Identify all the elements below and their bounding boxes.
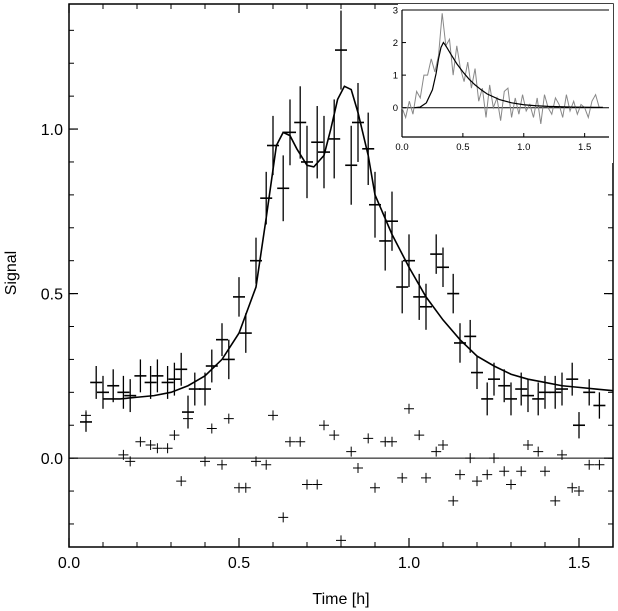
residual-point (81, 410, 91, 421)
x-tick-label: 1.5 (568, 555, 590, 572)
residual-point (152, 443, 163, 454)
residual-point (200, 456, 210, 467)
residual-point (223, 413, 234, 424)
residual-point (414, 430, 425, 441)
residual-point (499, 466, 510, 477)
residual-point (118, 449, 129, 460)
residual-point (523, 439, 533, 450)
residual-point (206, 423, 217, 434)
residual-point (176, 476, 187, 487)
y-tick-label: 0.0 (41, 451, 63, 468)
residual-point (574, 486, 584, 497)
residual-point (145, 439, 156, 450)
inset-x-tick-label: 0.5 (456, 142, 469, 153)
residual-point (472, 476, 482, 487)
residual-point (387, 436, 397, 447)
residual-point (448, 495, 459, 506)
residual-point (312, 479, 323, 490)
residual-point (162, 443, 173, 454)
residual-point (567, 482, 578, 493)
inset-noisy-series (401, 13, 603, 125)
y-tick-label: 1.0 (41, 122, 63, 139)
inset-x-tick-label: 0.0 (395, 142, 408, 153)
inset-background (398, 4, 613, 163)
residual-point (584, 459, 595, 470)
residual-point (363, 433, 374, 444)
residual-point (438, 439, 448, 450)
residual-point (278, 512, 289, 523)
residual-point (397, 472, 408, 483)
residual-point (506, 479, 516, 490)
residual-point (455, 469, 465, 480)
inset-y-tick-label: 2 (393, 38, 398, 49)
residual-point (251, 456, 261, 467)
fit-curve (103, 85, 614, 400)
residual-point (261, 459, 272, 470)
residual-point (217, 459, 227, 470)
residual-point (404, 403, 414, 414)
residual-point (302, 479, 312, 490)
residual-point (533, 446, 544, 457)
inset-y-tick-label: 1 (393, 71, 398, 82)
residual-point (516, 466, 527, 477)
residual-point (557, 449, 567, 460)
inset-smooth-series (414, 41, 603, 109)
x-tick-label: 0.5 (228, 555, 250, 572)
residual-point (594, 459, 605, 470)
residual-point (489, 453, 499, 464)
inset-plot: 0 1 2 3 0.0 0.5 1.0 1.5 (393, 4, 613, 163)
residual-point (482, 469, 493, 480)
residual-point (550, 495, 561, 506)
residual-point (431, 446, 442, 457)
residual-point (268, 410, 278, 421)
residual-point (125, 456, 136, 467)
residual-point (295, 436, 306, 447)
x-axis-title: Time [h] (312, 591, 369, 608)
residual-point (169, 430, 180, 441)
inset-x-tick-label: 1.5 (578, 142, 591, 153)
residual-point (135, 436, 146, 447)
residual-point (540, 466, 550, 477)
x-tick-label: 1.0 (398, 555, 420, 572)
residual-point (336, 535, 346, 546)
inset-y-tick-label: 0 (393, 103, 398, 114)
residual-point (240, 482, 251, 493)
x-tick-label: 0.0 (58, 555, 80, 572)
y-axis-title: Signal (3, 251, 20, 295)
main-plot: 0.0 0.5 1.0 1.5 0.0 0.5 1.0 (41, 3, 614, 572)
inset-x-tick-label: 1.0 (517, 142, 530, 153)
residual-point (370, 482, 380, 493)
residual-point (353, 463, 363, 474)
residual-point (465, 453, 476, 464)
y-tick-label: 0.5 (41, 287, 63, 304)
residual-point (329, 430, 340, 441)
residual-point (285, 436, 295, 447)
inset-y-tick-label: 3 (393, 6, 398, 17)
residual-point (346, 446, 357, 457)
residual-point (319, 420, 329, 431)
residual-point (421, 472, 431, 483)
residual-point (183, 413, 193, 424)
